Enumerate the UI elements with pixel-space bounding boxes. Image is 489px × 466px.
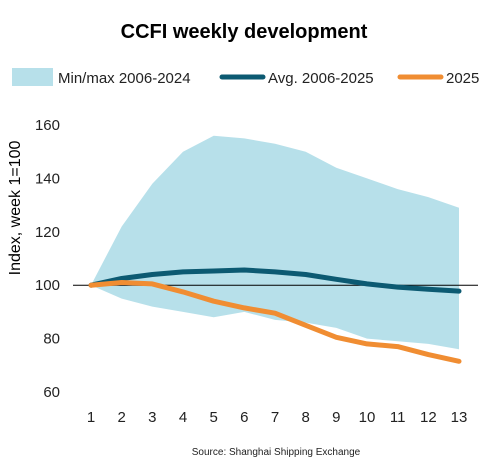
x-tick-label: 6 [240, 409, 248, 426]
y-tick-label: 80 [43, 331, 60, 348]
y-axis-label: Index, week 1=100 [7, 141, 24, 276]
x-tick-label: 11 [390, 409, 406, 426]
x-tick-label: 13 [451, 409, 468, 426]
legend-label-2025: 2025 [446, 70, 479, 87]
x-tick-label: 12 [420, 409, 437, 426]
x-tick-label: 7 [271, 409, 279, 426]
y-tick-label: 140 [35, 170, 60, 187]
legend-swatch-band [12, 68, 53, 86]
x-tick-label: 2 [117, 409, 125, 426]
chart-title: CCFI weekly development [121, 21, 368, 43]
legend: Min/max 2006-2024 Avg. 2006-2025 2025 [12, 68, 479, 87]
series-line-avg [88, 267, 462, 294]
legend-label-avg: Avg. 2006-2025 [268, 70, 374, 87]
y-tick-label: 60 [43, 384, 60, 401]
minmax-band [91, 135, 459, 350]
source-note: Source: Shanghai Shipping Exchange [192, 447, 361, 458]
legend-label-band: Min/max 2006-2024 [58, 70, 191, 87]
x-tick-label: 9 [332, 409, 340, 426]
x-tick-label: 3 [148, 409, 156, 426]
x-tick-label: 5 [209, 409, 217, 426]
x-tick-label: 4 [179, 409, 187, 426]
x-tick-label: 1 [87, 409, 95, 426]
series-line-2025 [88, 280, 462, 364]
x-tick-label: 8 [301, 409, 309, 426]
y-tick-label: 160 [35, 117, 60, 134]
y-tick-label: 120 [35, 224, 60, 241]
y-tick-label: 100 [35, 277, 60, 294]
x-tick-label: 10 [359, 409, 376, 426]
